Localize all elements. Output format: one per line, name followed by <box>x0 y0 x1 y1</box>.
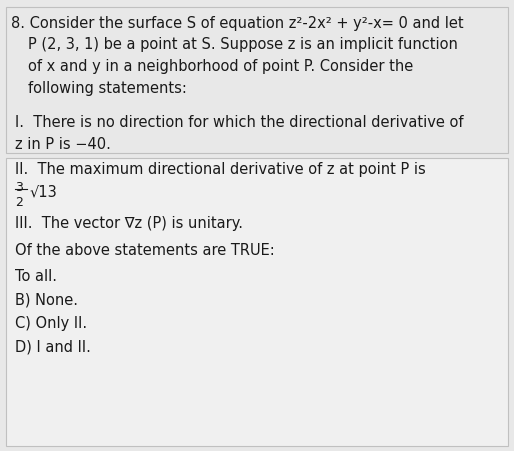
Text: z in P is −40.: z in P is −40. <box>15 137 112 152</box>
Text: 3: 3 <box>15 181 23 194</box>
Text: 2: 2 <box>15 196 23 209</box>
Text: Of the above statements are TRUE:: Of the above statements are TRUE: <box>15 243 275 258</box>
Text: of x and y in a neighborhood of point P. Consider the: of x and y in a neighborhood of point P.… <box>28 59 414 74</box>
Bar <box>6 7 508 153</box>
Bar <box>6 158 508 446</box>
Text: following statements:: following statements: <box>28 81 187 96</box>
Text: I.  There is no direction for which the directional derivative of: I. There is no direction for which the d… <box>15 115 464 130</box>
Text: 8. Consider the surface S of equation z²-2x² + y²-x= 0 and let: 8. Consider the surface S of equation z²… <box>11 16 464 31</box>
Text: C) Only II.: C) Only II. <box>15 316 87 331</box>
Text: B) None.: B) None. <box>15 292 79 307</box>
Text: II.  The maximum directional derivative of z at point P is: II. The maximum directional derivative o… <box>15 162 426 177</box>
Text: To all.: To all. <box>15 269 58 284</box>
Text: D) I and II.: D) I and II. <box>15 339 91 354</box>
Text: √13: √13 <box>30 185 58 200</box>
Text: III.  The vector ∇z (P) is unitary.: III. The vector ∇z (P) is unitary. <box>15 216 244 231</box>
Text: P (2, 3, 1) be a point at S. Suppose z is an implicit function: P (2, 3, 1) be a point at S. Suppose z i… <box>28 37 458 52</box>
